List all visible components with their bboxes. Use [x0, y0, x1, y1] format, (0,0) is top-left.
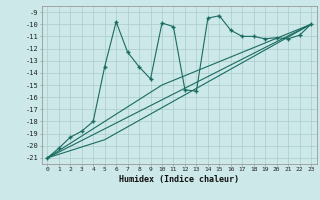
X-axis label: Humidex (Indice chaleur): Humidex (Indice chaleur) — [119, 175, 239, 184]
